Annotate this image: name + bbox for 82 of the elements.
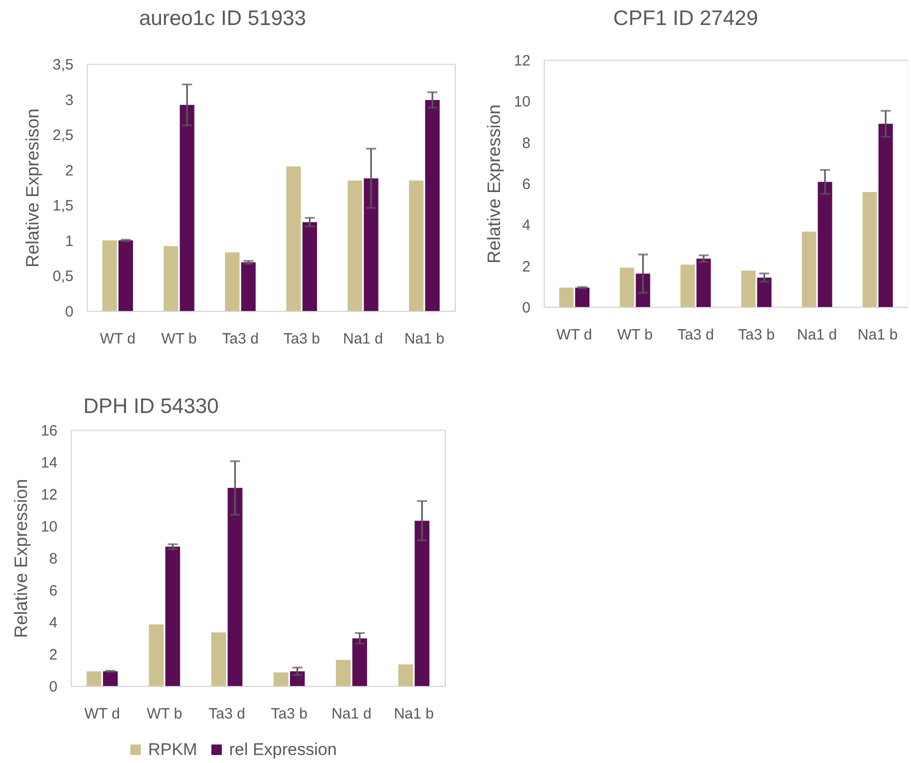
x-tick-label: Na1 d — [331, 706, 372, 722]
y-tick-label: 10 — [40, 518, 58, 536]
y-axis-title: Relative Expression — [484, 104, 504, 264]
y-tick-label: 2 — [65, 162, 74, 180]
bar — [286, 166, 301, 311]
bar — [102, 671, 118, 686]
bar — [336, 660, 351, 686]
x-tick-label: Na1 b — [858, 326, 898, 344]
x-tick-label: Ta3 b — [738, 326, 775, 344]
bar — [414, 520, 430, 686]
x-tick-label: WT b — [617, 326, 653, 344]
x-tick-label: Ta3 b — [283, 330, 320, 348]
x-tick-label: WT d — [100, 330, 136, 348]
bar — [757, 278, 772, 307]
bar — [86, 671, 102, 686]
y-axis-title: Relative Expresison — [22, 108, 43, 268]
y-tick-label: 8 — [49, 550, 58, 568]
bar — [348, 180, 362, 311]
bar — [352, 638, 368, 686]
x-tick-label: Ta3 d — [222, 330, 259, 348]
x-tick-label: Na1 d — [796, 326, 838, 344]
x-tick-label: WT b — [161, 330, 197, 348]
y-tick-label: 4 — [49, 614, 58, 632]
y-tick-label: 12 — [514, 52, 530, 70]
x-tick-label: Ta3 d — [677, 326, 714, 344]
y-tick-label: 12 — [40, 486, 58, 504]
x-tick-label: WT b — [146, 706, 182, 722]
bar — [228, 488, 242, 686]
bar — [148, 624, 164, 686]
y-tick-label: 3,5 — [52, 56, 74, 74]
x-tick-label: WT d — [556, 326, 592, 344]
y-tick-label: 1,5 — [52, 198, 74, 215]
y-tick-label: 14 — [40, 454, 58, 472]
y-tick-label: 2,5 — [52, 127, 74, 144]
bar — [559, 288, 574, 307]
y-tick-label: 10 — [514, 94, 530, 111]
y-tick-label: 2 — [522, 258, 530, 276]
x-tick-label: Na1 d — [342, 330, 384, 348]
y-tick-label: 8 — [522, 134, 530, 152]
bar — [802, 232, 816, 307]
bar — [102, 240, 117, 311]
bar — [818, 182, 832, 307]
bar — [680, 264, 695, 307]
bar — [211, 632, 226, 686]
x-tick-label: Na1 b — [394, 706, 434, 722]
y-tick-label: 0 — [65, 304, 74, 320]
x-tick-label: WT d — [84, 706, 120, 722]
bar — [118, 240, 133, 311]
bar — [862, 192, 877, 307]
x-tick-label: Ta3 d — [208, 706, 246, 722]
y-tick-label: 0,5 — [52, 268, 74, 286]
bar — [878, 124, 893, 307]
x-tick-label: Na1 b — [404, 330, 444, 348]
y-tick-label: 0 — [49, 678, 58, 696]
bar — [364, 178, 378, 311]
y-axis-title: Relative Expression — [10, 478, 31, 638]
chart-title: CPF1 ID 27429 — [613, 7, 758, 30]
y-tick-label: 6 — [522, 176, 530, 193]
y-tick-label: 4 — [522, 217, 530, 234]
chart-title: DPH ID 54330 — [83, 395, 219, 418]
y-tick-label: 0 — [522, 300, 530, 316]
legend-label: rel Expression — [229, 740, 337, 759]
x-tick-label: Ta3 b — [270, 706, 308, 722]
bar — [620, 268, 634, 307]
bar — [575, 288, 590, 307]
bar — [180, 104, 194, 311]
y-tick-label: 1 — [65, 232, 74, 250]
y-tick-label: 16 — [40, 422, 58, 440]
bar — [302, 222, 317, 311]
bar — [398, 664, 414, 686]
chart-title: aureo1c ID 51933 — [139, 7, 306, 30]
legend-label: RPKM — [148, 740, 198, 759]
bar — [225, 252, 240, 311]
bar — [274, 672, 288, 686]
bar — [425, 100, 440, 311]
y-tick-label: 2 — [49, 646, 58, 664]
bar — [164, 246, 178, 311]
y-tick-label: 6 — [49, 582, 58, 600]
bar — [741, 270, 756, 307]
y-tick-label: 3 — [65, 92, 74, 109]
bar — [696, 258, 711, 307]
bar — [409, 180, 424, 311]
